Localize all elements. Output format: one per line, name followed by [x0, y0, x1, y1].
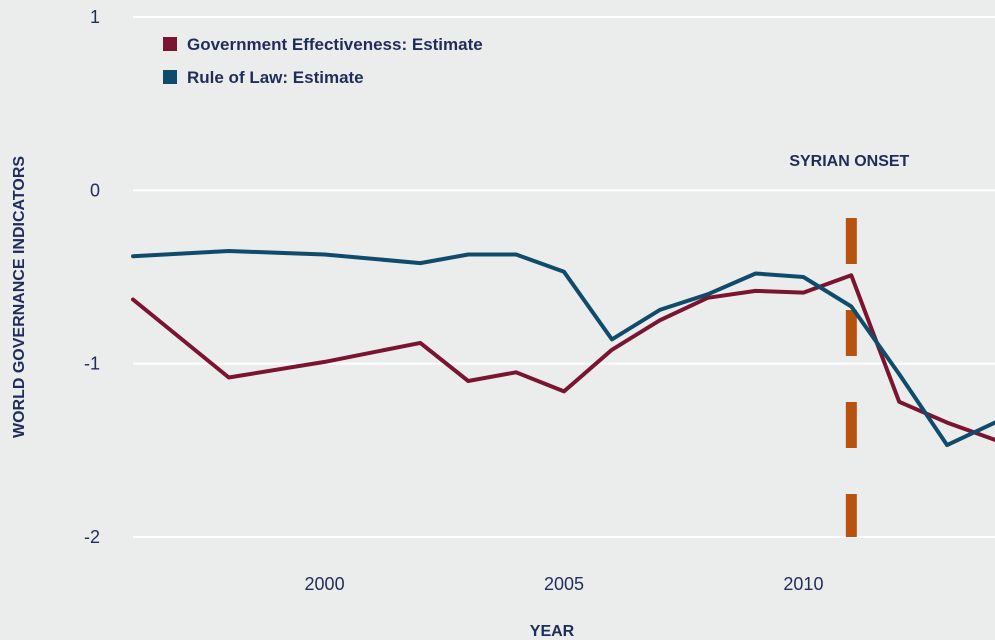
x-tick-label: 2000	[305, 574, 345, 594]
series-lines	[131, 249, 995, 448]
legend-label: Rule of Law: Estimate	[187, 68, 364, 87]
legend: Government Effectiveness: Estimate Rule o…	[163, 35, 483, 87]
series-line-1	[131, 249, 995, 448]
y-tick-label: 0	[90, 180, 100, 200]
x-tick-labels: 2000 2005 2010	[305, 574, 824, 594]
y-tick-label: -2	[84, 527, 100, 547]
x-axis-title: YEAR	[530, 623, 575, 640]
x-tick-label: 2010	[783, 574, 823, 594]
y-tick-labels: 1 0 -1 -2	[84, 7, 100, 547]
legend-label: Government Effectiveness: Estimate	[187, 35, 483, 54]
legend-swatch	[163, 37, 177, 51]
y-axis-title: WORLD GOVERNANCE INDICATORS	[11, 156, 28, 438]
onset-annotation-label: SYRIAN ONSET	[789, 153, 909, 170]
x-tick-label: 2005	[544, 574, 584, 594]
legend-swatch	[163, 70, 177, 84]
series-line-0	[131, 273, 995, 442]
y-tick-label: 1	[90, 7, 100, 27]
gridlines	[133, 16, 995, 538]
annotations: SYRIAN ONSET	[789, 153, 910, 537]
y-tick-label: -1	[84, 354, 100, 374]
